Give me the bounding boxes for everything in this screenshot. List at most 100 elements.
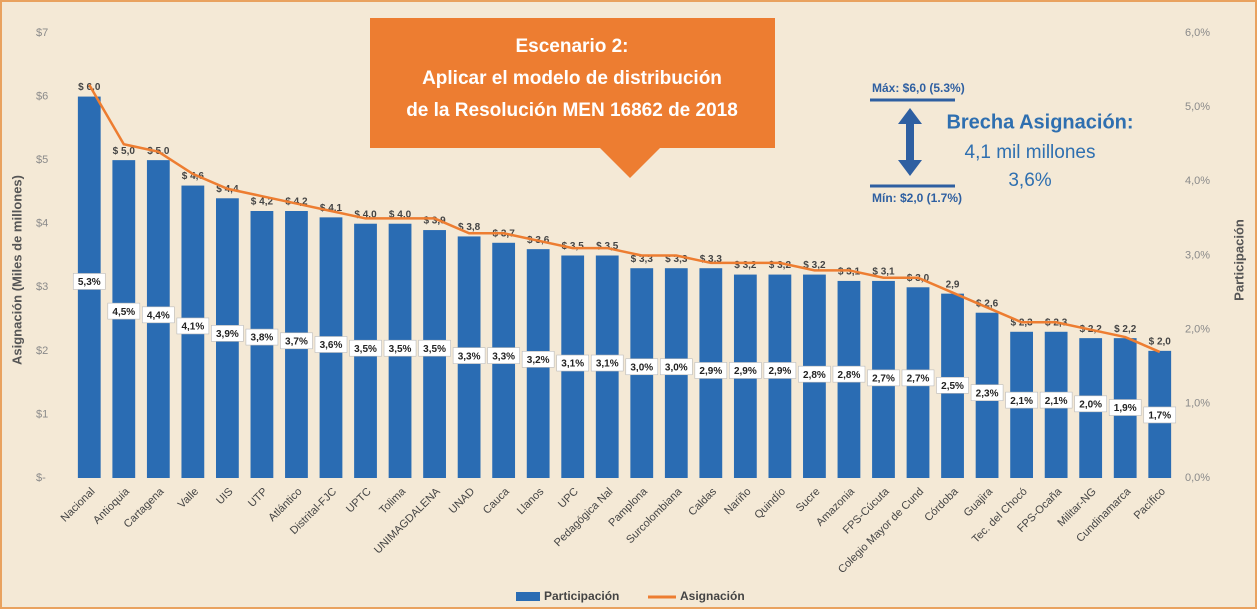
y-tick-label: $6 xyxy=(36,90,48,102)
bar-value-label: $ 4,2 xyxy=(251,197,274,208)
pct-label-box xyxy=(176,317,210,335)
pct-label-box xyxy=(383,339,417,357)
pct-label-text: 3,1% xyxy=(596,359,619,370)
bar-value-label: $ 3,3 xyxy=(631,254,654,265)
x-tick-label: Quindío xyxy=(752,486,788,522)
pct-label-box xyxy=(970,384,1004,402)
pct-label-box xyxy=(694,362,728,379)
pct-label-text: 1,7% xyxy=(1148,411,1171,422)
y-tick-label: $1 xyxy=(36,408,48,420)
pct-label: 2,5% xyxy=(936,376,969,394)
scenario-box xyxy=(370,18,775,178)
pct-label-text: 3,0% xyxy=(630,362,653,373)
x-tick-label: Pacífico xyxy=(1132,486,1168,522)
pct-label: 2,7% xyxy=(901,369,935,387)
pct-label-text: 4,1% xyxy=(181,322,204,333)
y-tick-label: $- xyxy=(36,472,46,484)
pct-label: 2,9% xyxy=(729,362,762,379)
x-tick-label: Guajira xyxy=(962,485,996,519)
pct-label: 3,3% xyxy=(452,347,486,364)
y2-tick-label: 2,0% xyxy=(1185,324,1210,336)
pct-label-text: 3,5% xyxy=(423,344,446,355)
bar-value-label: $ 4,1 xyxy=(320,203,343,214)
pct-label: 3,5% xyxy=(383,339,417,357)
pct-label: 2,9% xyxy=(694,362,728,379)
pct-label: 3,2% xyxy=(521,351,555,368)
pct-label-text: 3,2% xyxy=(527,355,550,366)
x-tick-label: UPC xyxy=(556,486,581,511)
pct-label-text: 3,9% xyxy=(216,329,239,340)
pct-label-text: 2,7% xyxy=(907,374,930,385)
pct-label: 3,3% xyxy=(487,347,520,364)
bar-value-label: $ 3,1 xyxy=(838,267,861,278)
pct-label-box xyxy=(1039,391,1073,409)
x-tick-label: Caldas xyxy=(686,485,719,518)
y2-tick-label: 4,0% xyxy=(1185,175,1210,187)
pct-label-box xyxy=(1143,406,1177,424)
bar-value-label: $ 4,0 xyxy=(389,209,412,220)
bar-value-label: $ 3,1 xyxy=(872,267,895,278)
pct-label-text: 2,8% xyxy=(803,370,826,381)
bar-value-label: $ 3,3 xyxy=(700,254,723,265)
pct-label-text: 2,9% xyxy=(768,366,791,377)
pct-label-text: 3,3% xyxy=(492,351,515,362)
bar-value-label: $ 3,8 xyxy=(458,222,481,233)
pct-label-text: 4,4% xyxy=(147,310,170,321)
x-tick-label: Tolima xyxy=(377,485,409,517)
pct-label: 3,5% xyxy=(418,339,451,357)
pct-label-box xyxy=(1074,395,1107,413)
bar-value-label: $ 4,0 xyxy=(354,209,377,220)
x-tick-label: UIS xyxy=(214,486,235,507)
y-axis-title: Asignación (Miles de millones) xyxy=(9,175,24,365)
gap-amount: 4,1 mil millones xyxy=(965,142,1096,163)
pct-label: 2,3% xyxy=(970,384,1004,402)
pct-label: 3,9% xyxy=(211,325,244,342)
pct-label-box xyxy=(452,347,486,364)
y2-axis-title: Participación xyxy=(1231,219,1246,301)
bar-value-label: $ 5,0 xyxy=(113,146,136,157)
pct-label-text: 2,1% xyxy=(1010,396,1033,407)
pct-label-box xyxy=(729,362,762,379)
y2-tick-label: 6,0% xyxy=(1185,27,1210,39)
scenario-text: Aplicar el modelo de distribución xyxy=(422,68,722,89)
x-tick-label: Córdoba xyxy=(922,485,961,524)
pct-label-box xyxy=(107,302,141,320)
pct-label-box xyxy=(590,354,624,372)
pct-label: 3,1% xyxy=(590,354,624,372)
x-tick-label: Nariño xyxy=(722,486,753,517)
y2-tick-label: 3,0% xyxy=(1185,249,1210,261)
pct-label-text: 3,1% xyxy=(561,359,584,370)
y-tick-label: $7 xyxy=(36,27,48,39)
pct-label: 2,8% xyxy=(798,365,831,383)
pct-label-box xyxy=(867,369,900,387)
bar-value-label: $ 3,2 xyxy=(734,260,757,271)
pct-label: 3,8% xyxy=(245,328,279,346)
bar-value-label: $ 3,9 xyxy=(423,216,446,227)
pct-label-box xyxy=(487,347,520,364)
x-tick-label: UNIMAGDALENA xyxy=(372,485,443,556)
pct-label-text: 3,8% xyxy=(251,333,274,344)
pct-label-box xyxy=(211,325,244,342)
y-tick-label: $5 xyxy=(36,154,48,166)
pct-label-text: 4,5% xyxy=(112,307,135,318)
pct-label-box xyxy=(280,332,313,350)
pct-label-text: 2,9% xyxy=(734,366,757,377)
max-label: Máx: $6,0 (5.3%) xyxy=(872,81,965,95)
pct-label-text: 2,3% xyxy=(976,388,999,399)
y2-tick-label: 0,0% xyxy=(1185,472,1210,484)
pct-label-text: 2,9% xyxy=(699,366,722,377)
pct-label: 3,6% xyxy=(314,336,348,353)
bar-value-label: $ 4,2 xyxy=(285,197,308,208)
pct-label-text: 2,0% xyxy=(1079,399,1102,410)
pct-label: 2,0% xyxy=(1074,395,1107,413)
pct-label-text: 2,7% xyxy=(872,374,895,385)
pct-label-text: 3,0% xyxy=(665,362,688,373)
x-tick-label: UTP xyxy=(246,486,270,510)
pct-label-text: 3,3% xyxy=(458,351,481,362)
pct-label-box xyxy=(936,376,969,394)
bar-value-label: $ 2,0 xyxy=(1149,336,1172,347)
x-tick-label: Llanos xyxy=(515,485,547,517)
pct-label-box xyxy=(832,365,866,383)
